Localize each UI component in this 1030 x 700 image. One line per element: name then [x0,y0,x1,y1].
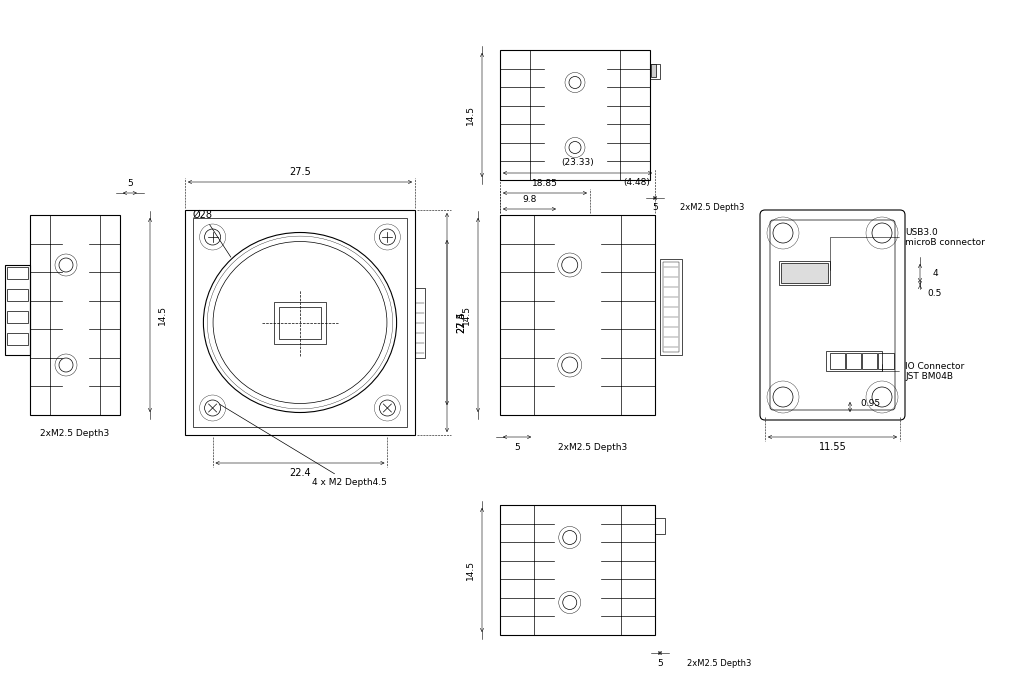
Text: 4: 4 [932,269,937,277]
FancyBboxPatch shape [760,210,905,420]
Text: IO Connector
JST BM04B: IO Connector JST BM04B [883,362,964,381]
Bar [500,215,655,415]
Bar [500,50,650,180]
Bar [846,353,861,369]
Text: 5: 5 [657,659,663,668]
Text: 2xM2.5 Depth3: 2xM2.5 Depth3 [40,428,109,438]
Bar [185,210,415,435]
Bar [193,218,407,427]
Bar [415,288,425,358]
Text: 22.4: 22.4 [289,468,311,478]
Bar [660,259,682,355]
Bar [651,64,656,77]
Bar [5,265,30,355]
Text: 5: 5 [127,178,133,188]
Bar [830,353,845,369]
Bar [650,64,660,78]
Bar [826,351,883,371]
Bar [779,261,830,285]
Text: 27.5: 27.5 [289,167,311,177]
Text: USB3.0
microB connector: USB3.0 microB connector [830,228,985,270]
Bar [879,353,894,369]
Text: 14.5: 14.5 [158,305,167,325]
Bar [7,311,28,323]
Bar [500,505,655,635]
Bar [663,262,679,352]
Bar [274,302,327,344]
Text: 14.5: 14.5 [466,560,475,580]
Text: 27.5: 27.5 [456,312,466,333]
Bar [781,263,828,283]
Text: 0.95: 0.95 [860,398,880,407]
FancyBboxPatch shape [770,220,895,410]
Text: 5: 5 [514,442,520,452]
Bar [7,267,28,279]
Text: (4.48): (4.48) [623,178,650,188]
Text: 2xM2.5 Depth3: 2xM2.5 Depth3 [687,659,751,668]
Bar [655,517,665,533]
Text: 4 x M2 Depth4.5: 4 x M2 Depth4.5 [220,405,386,487]
Text: 14.5: 14.5 [461,305,471,325]
Bar [279,307,321,339]
Text: (23.33): (23.33) [561,158,594,167]
Bar [862,353,878,369]
Text: 0.5: 0.5 [928,288,942,298]
Bar [7,333,28,345]
Text: 11.55: 11.55 [819,442,847,452]
Text: 9.8: 9.8 [522,195,537,204]
Text: 18.85: 18.85 [533,178,558,188]
Bar [535,215,621,415]
Text: 2xM2.5 Depth3: 2xM2.5 Depth3 [680,204,745,213]
Text: 14.5: 14.5 [466,105,475,125]
Bar [7,289,28,301]
Text: 2xM2.5 Depth3: 2xM2.5 Depth3 [558,442,627,452]
Bar [30,215,121,415]
Bar [530,50,620,180]
Text: 5: 5 [652,204,658,213]
Text: 22.4: 22.4 [456,312,466,333]
Text: Ø28: Ø28 [193,209,231,257]
Bar [535,505,621,635]
Bar [49,215,100,415]
